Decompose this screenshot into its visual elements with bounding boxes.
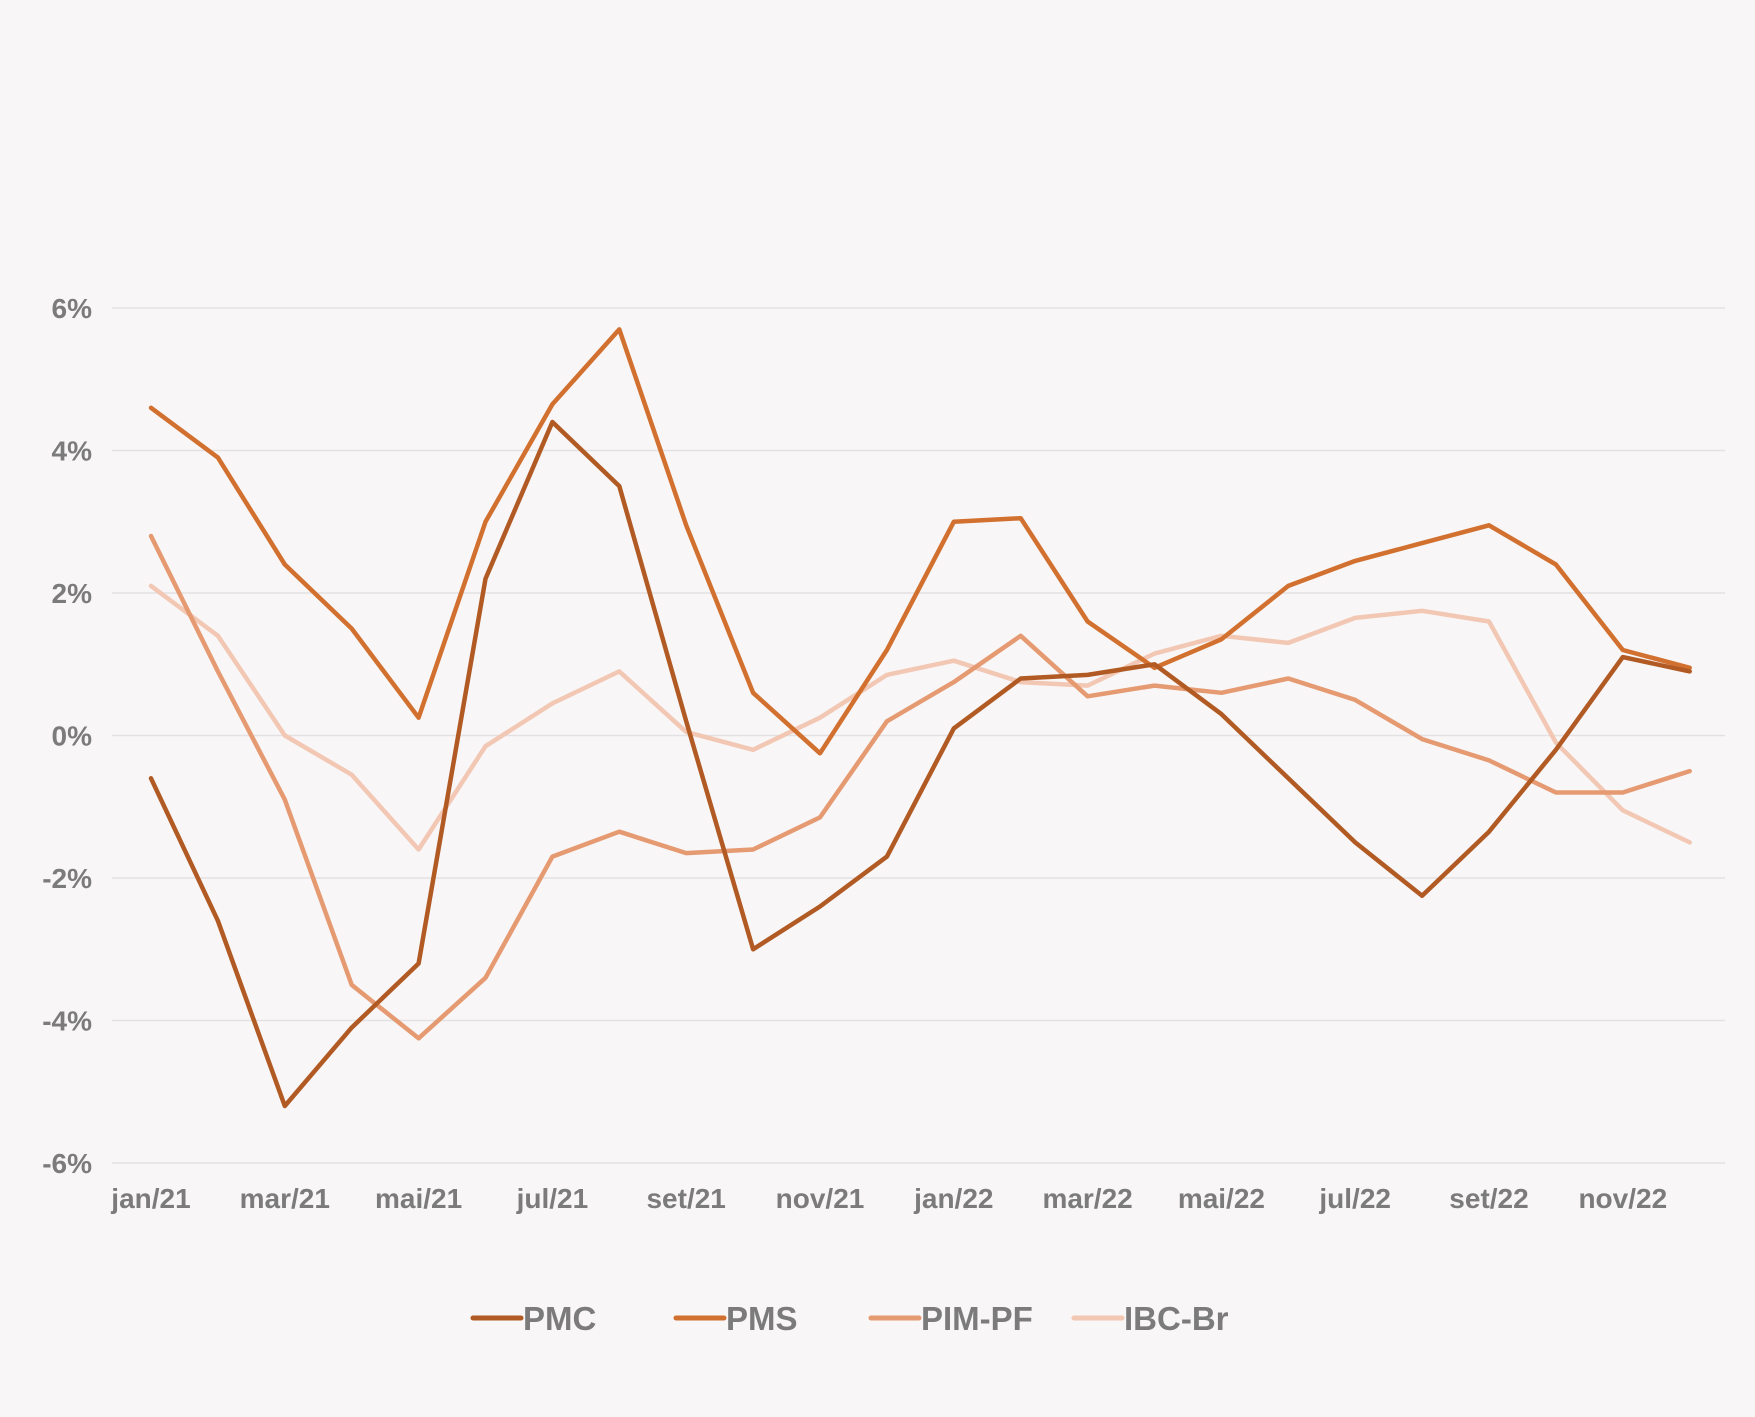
x-tick-label: jul/22 <box>1318 1183 1391 1214</box>
series-lines <box>148 327 1692 1109</box>
y-tick-label: 4% <box>52 436 93 467</box>
x-tick-label: nov/22 <box>1578 1183 1667 1214</box>
x-tick-label: jan/21 <box>110 1183 190 1214</box>
y-tick-label: -4% <box>42 1006 92 1037</box>
legend-label: IBC-Br <box>1124 1300 1229 1337</box>
grid-lines <box>112 307 1725 1164</box>
series-line-pim-pf <box>148 533 1692 1041</box>
x-tick-label: set/21 <box>646 1183 725 1214</box>
legend-label: PMS <box>726 1300 798 1337</box>
x-tick-label: mar/22 <box>1042 1183 1132 1214</box>
y-axis-tick-labels: 6% 4% 2% 0% -2% -4% -6% <box>42 293 92 1179</box>
x-tick-label: jan/22 <box>913 1183 993 1214</box>
x-tick-label: nov/21 <box>776 1183 865 1214</box>
legend-label: PIM-PF <box>921 1300 1033 1337</box>
x-tick-label: mai/21 <box>375 1183 462 1214</box>
y-tick-label: -2% <box>42 863 92 894</box>
legend: PMC PMS PIM-PF IBC-Br <box>470 1300 1229 1337</box>
x-tick-label: mar/21 <box>240 1183 330 1214</box>
legend-label: PMC <box>523 1300 596 1337</box>
y-tick-label: 0% <box>52 721 93 752</box>
y-tick-label: -6% <box>42 1148 92 1179</box>
y-tick-label: 2% <box>52 578 93 609</box>
x-tick-label: set/22 <box>1449 1183 1528 1214</box>
x-tick-label: mai/22 <box>1178 1183 1265 1214</box>
series-line-pmc <box>148 419 1692 1109</box>
series-line-pms <box>148 327 1692 756</box>
x-tick-label: jul/21 <box>516 1183 589 1214</box>
series-line-ibc-br <box>148 583 1692 852</box>
x-axis-tick-labels: jan/21 mar/21 mai/21 jul/21 set/21 nov/21 jan/… <box>110 1183 1667 1214</box>
y-tick-label: 6% <box>52 293 93 324</box>
